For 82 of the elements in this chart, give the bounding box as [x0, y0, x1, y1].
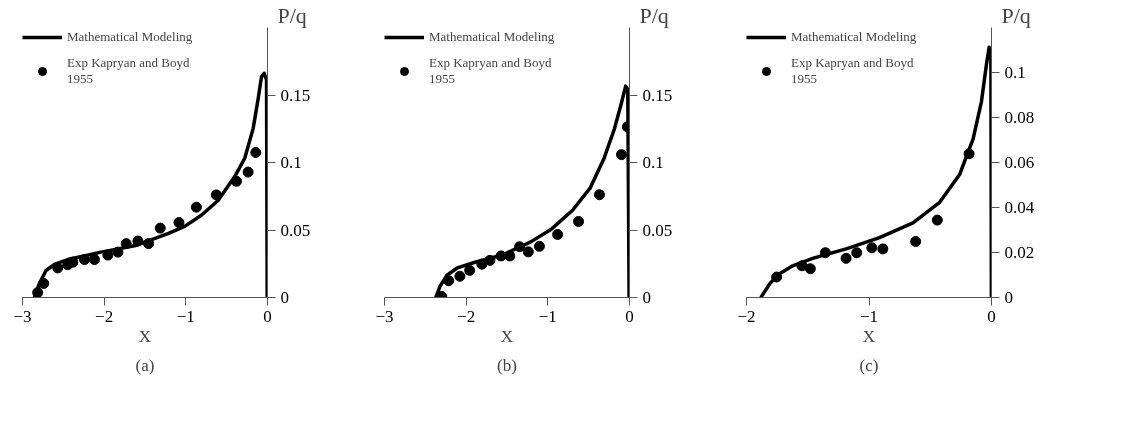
point: [840, 252, 852, 264]
line-series: [434, 84, 630, 298]
y-axis-title: P/q: [1001, 2, 1031, 28]
point: [514, 241, 526, 253]
y-tick-label: 0: [1004, 288, 1013, 307]
y-tick-label: 0.02: [1004, 243, 1035, 262]
y-tick-label: 0.1: [1004, 63, 1026, 82]
x-tick-label: −2: [95, 306, 114, 326]
y-tick-label: 0.1: [642, 153, 664, 172]
point: [132, 235, 144, 247]
point: [819, 247, 831, 259]
point: [210, 189, 222, 201]
point: [931, 214, 943, 226]
legend-label: Mathematical Modeling: [791, 29, 917, 45]
y-tick-label: 0.15: [642, 85, 673, 105]
point: [242, 166, 254, 178]
y-axis-title: P/q: [277, 2, 307, 28]
point: [250, 147, 262, 158]
point: [533, 240, 545, 252]
point: [32, 287, 44, 298]
point: [190, 201, 202, 213]
point: [851, 247, 863, 259]
point: [454, 270, 466, 282]
y-tick-label: 0.08: [1004, 108, 1035, 127]
point: [484, 254, 496, 266]
point: [522, 246, 534, 258]
point: [38, 277, 50, 289]
point: [866, 242, 878, 254]
y-tick-label: 0: [642, 288, 651, 307]
point: [464, 264, 476, 276]
point: [120, 238, 132, 250]
y-tick-label: 0.04: [1004, 198, 1035, 217]
x-axis-title: X: [138, 326, 152, 346]
legend-label: Mathematical Modeling: [429, 29, 555, 45]
point: [796, 260, 808, 272]
point: [112, 246, 124, 258]
y-tick-label: 0.05: [642, 220, 673, 240]
legend-label: Mathematical Modeling: [67, 29, 193, 45]
point: [593, 189, 605, 201]
text: (a): [135, 355, 155, 375]
point: [804, 263, 816, 275]
point: [102, 249, 114, 261]
x-tick-label: 0: [263, 306, 272, 326]
x-tick-label: −3: [13, 306, 32, 326]
point: [143, 238, 155, 250]
point: [154, 222, 166, 234]
point: [910, 235, 922, 247]
y-axis-title: P/q: [639, 2, 669, 28]
point: [963, 148, 975, 160]
x-tick-label: −1: [859, 306, 879, 326]
y-tick-label: 0: [280, 288, 289, 307]
legend-label: Exp Kapryan and Boyd 1955: [429, 55, 552, 87]
text: (c): [859, 355, 879, 375]
point: [88, 254, 100, 266]
point: [573, 216, 585, 227]
line-series: [759, 45, 992, 298]
y-tick-label: 0.06: [1004, 153, 1035, 172]
point: [552, 228, 564, 240]
x-axis-title: X: [862, 326, 876, 346]
point: [443, 275, 455, 287]
legend-label: Exp Kapryan and Boyd 1955: [67, 55, 190, 87]
x-tick-label: −2: [457, 306, 476, 326]
point: [616, 149, 627, 161]
x-tick-label: −1: [176, 306, 195, 326]
point: [504, 250, 516, 262]
point: [230, 175, 242, 187]
x-tick-label: −1: [538, 306, 557, 326]
line-series: [32, 71, 268, 298]
y-tick-label: 0.05: [280, 220, 311, 240]
point: [173, 217, 185, 229]
y-tick-label: 0.1: [280, 153, 302, 172]
text: (b): [497, 355, 517, 375]
point: [78, 254, 90, 266]
x-tick-label: −2: [737, 306, 756, 326]
x-tick-label: 0: [987, 306, 996, 326]
point: [771, 271, 783, 283]
y-tick-label: 0.15: [280, 85, 311, 105]
x-axis-title: X: [500, 326, 514, 346]
point: [877, 243, 889, 255]
x-tick-label: 0: [625, 306, 634, 326]
x-tick-label: −3: [375, 306, 394, 326]
legend-label: Exp Kapryan and Boyd 1955: [791, 55, 914, 87]
